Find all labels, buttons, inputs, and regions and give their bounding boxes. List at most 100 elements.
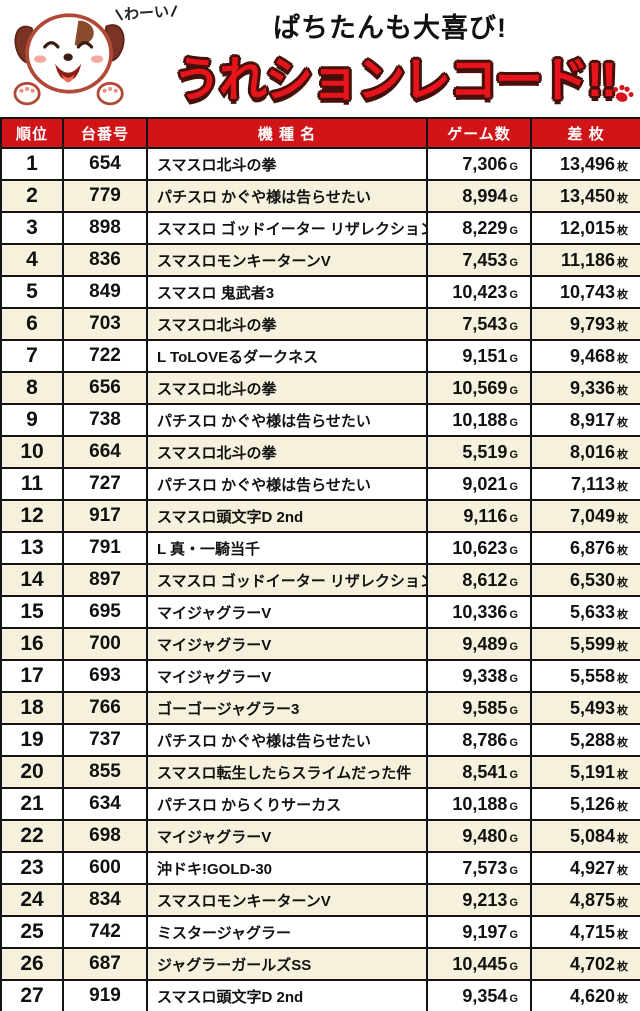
rank-value: 10 bbox=[20, 440, 44, 463]
machine-number-cell: 600 bbox=[62, 851, 148, 885]
diff-value: 6,876 bbox=[569, 537, 615, 558]
games-unit: G bbox=[509, 736, 518, 749]
model-name-cell: ミスタージャグラー bbox=[146, 915, 428, 949]
diff-value: 8,917 bbox=[569, 409, 615, 430]
table-header-row: 順位 台番号 機 種 名 ゲーム数 差 枚 bbox=[0, 117, 640, 149]
table-row: 15 695 マイジャグラーV 10,336 G 5,633 枚 bbox=[0, 595, 640, 629]
rank-cell: 25 bbox=[0, 915, 64, 949]
machine-number-cell: 897 bbox=[62, 563, 148, 597]
rank-cell: 1 bbox=[0, 147, 64, 181]
diff-value: 5,558 bbox=[569, 665, 615, 686]
model-name-value: スマスロ ゴッドイーター リザレクション bbox=[157, 220, 427, 238]
model-name-cell: パチスロ かぐや様は告らせたい bbox=[146, 467, 428, 501]
games-cell: 9,338 G bbox=[426, 659, 532, 693]
model-name-value: パチスロ かぐや様は告らせたい bbox=[157, 476, 371, 494]
games-unit: G bbox=[509, 448, 518, 461]
games-unit: G bbox=[509, 544, 518, 557]
games-value: 10,188 bbox=[452, 409, 508, 430]
diff-unit: 枚 bbox=[617, 288, 628, 301]
games-value: 5,519 bbox=[462, 441, 508, 462]
model-name-cell: スマスロ北斗の拳 bbox=[146, 435, 428, 469]
rank-value: 12 bbox=[20, 504, 44, 527]
machine-number-value: 634 bbox=[89, 793, 121, 814]
games-cell: 10,188 G bbox=[426, 403, 532, 437]
rank-value: 22 bbox=[20, 824, 44, 847]
games-unit: G bbox=[509, 288, 518, 301]
machine-number-value: 836 bbox=[89, 249, 121, 270]
diff-cell: 5,126 枚 bbox=[530, 787, 640, 821]
rank-cell: 21 bbox=[0, 787, 64, 821]
rank-value: 23 bbox=[20, 856, 44, 879]
games-cell: 10,569 G bbox=[426, 371, 532, 405]
diff-value: 5,191 bbox=[569, 761, 615, 782]
rank-cell: 18 bbox=[0, 691, 64, 725]
machine-number-value: 737 bbox=[89, 729, 121, 750]
machine-number-value: 700 bbox=[89, 633, 121, 654]
column-header-games: ゲーム数 bbox=[426, 117, 532, 149]
machine-number-value: 898 bbox=[89, 217, 121, 238]
machine-number-cell: 834 bbox=[62, 883, 148, 917]
games-cell: 9,585 G bbox=[426, 691, 532, 725]
diff-cell: 6,876 枚 bbox=[530, 531, 640, 565]
rank-value: 6 bbox=[26, 312, 38, 335]
games-value: 7,573 bbox=[462, 857, 508, 878]
table-row: 27 919 スマスロ頭文字D 2nd 9,354 G 4,620 枚 bbox=[0, 979, 640, 1011]
machine-number-cell: 737 bbox=[62, 723, 148, 757]
model-name-value: スマスロ頭文字D 2nd bbox=[157, 508, 304, 526]
games-value: 8,786 bbox=[462, 729, 508, 750]
rank-cell: 19 bbox=[0, 723, 64, 757]
games-cell: 10,623 G bbox=[426, 531, 532, 565]
games-value: 9,116 bbox=[463, 505, 508, 526]
table-row: 23 600 沖ドキ!GOLD-30 7,573 G 4,927 枚 bbox=[0, 851, 640, 885]
model-name-value: スマスロモンキーターンV bbox=[157, 252, 331, 270]
model-name-value: スマスロ北斗の拳 bbox=[157, 444, 277, 462]
diff-unit: 枚 bbox=[617, 800, 628, 813]
games-cell: 8,612 G bbox=[426, 563, 532, 597]
rank-value: 24 bbox=[20, 888, 44, 911]
diff-cell: 11,186 枚 bbox=[530, 243, 640, 277]
paw-print-icon bbox=[607, 77, 640, 110]
diff-value: 7,113 bbox=[570, 473, 615, 494]
diff-unit: 枚 bbox=[617, 960, 628, 973]
model-name-value: 沖ドキ!GOLD-30 bbox=[157, 860, 273, 878]
games-value: 10,336 bbox=[452, 601, 508, 622]
diff-unit: 枚 bbox=[617, 480, 628, 493]
games-unit: G bbox=[509, 672, 518, 685]
games-value: 7,453 bbox=[462, 249, 508, 270]
games-value: 7,543 bbox=[462, 313, 508, 334]
model-name-cell: マイジャグラーV bbox=[146, 659, 428, 693]
games-value: 8,612 bbox=[462, 569, 508, 590]
diff-cell: 4,702 枚 bbox=[530, 947, 640, 981]
machine-number-value: 791 bbox=[89, 537, 121, 558]
games-value: 7,306 bbox=[462, 153, 508, 174]
machine-number-cell: 722 bbox=[62, 339, 148, 373]
table-row: 22 698 マイジャグラーV 9,480 G 5,084 枚 bbox=[0, 819, 640, 853]
diff-cell: 13,450 枚 bbox=[530, 179, 640, 213]
games-cell: 8,541 G bbox=[426, 755, 532, 789]
machine-number-cell: 836 bbox=[62, 243, 148, 277]
diff-value: 5,288 bbox=[569, 729, 615, 750]
page-title: うれションレコード!! bbox=[173, 54, 617, 107]
games-cell: 10,188 G bbox=[426, 787, 532, 821]
diff-unit: 枚 bbox=[617, 320, 628, 333]
rank-cell: 11 bbox=[0, 467, 64, 501]
rank-cell: 4 bbox=[0, 243, 64, 277]
model-name-value: スマスロ北斗の拳 bbox=[157, 316, 277, 334]
games-cell: 7,453 G bbox=[426, 243, 532, 277]
mascot-speech: わーい bbox=[115, 0, 178, 25]
games-unit: G bbox=[509, 224, 518, 237]
model-name-cell: パチスロ かぐや様は告らせたい bbox=[146, 403, 428, 437]
machine-number-value: 766 bbox=[89, 697, 121, 718]
table-row: 14 897 スマスロ ゴッドイーター リザレクション 8,612 G 6,530 枚 bbox=[0, 563, 640, 597]
machine-number-value: 855 bbox=[89, 761, 121, 782]
machine-number-value: 687 bbox=[89, 953, 121, 974]
machine-number-value: 919 bbox=[89, 985, 121, 1006]
machine-number-cell: 738 bbox=[62, 403, 148, 437]
rank-cell: 9 bbox=[0, 403, 64, 437]
machine-number-cell: 664 bbox=[62, 435, 148, 469]
rank-cell: 27 bbox=[0, 979, 64, 1011]
table-row: 26 687 ジャグラーガールズSS 10,445 G 4,702 枚 bbox=[0, 947, 640, 981]
model-name-value: スマスロ頭文字D 2nd bbox=[157, 988, 304, 1006]
machine-number-cell: 703 bbox=[62, 307, 148, 341]
diff-unit: 枚 bbox=[617, 192, 628, 205]
